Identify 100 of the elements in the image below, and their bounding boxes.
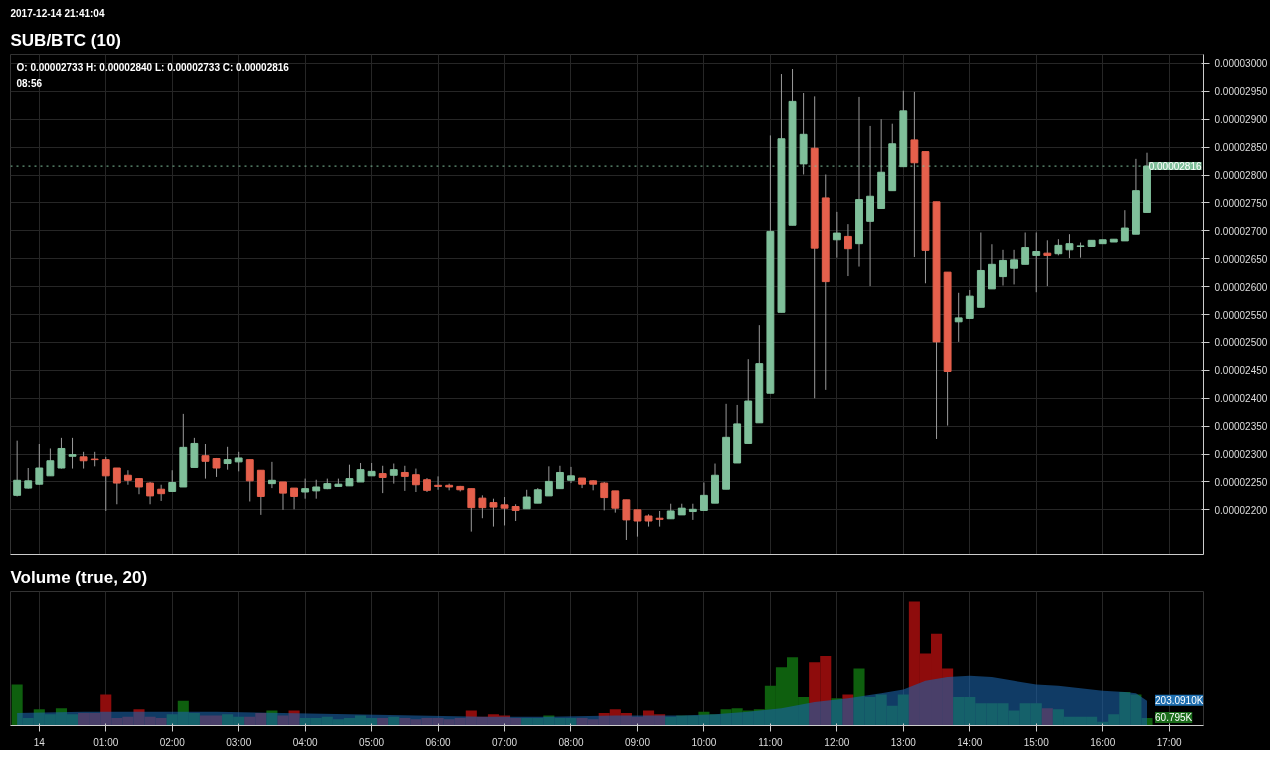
candlestick <box>356 462 365 483</box>
candlestick <box>699 482 708 511</box>
y-tick-label: 0.00002450 <box>1214 365 1268 377</box>
candlestick <box>832 211 841 259</box>
x-tick-label: 16:00 <box>1090 736 1116 748</box>
candlestick <box>999 249 1007 287</box>
candlestick <box>301 478 310 500</box>
x-tick-label: 17:00 <box>1156 736 1183 748</box>
x-tick-label: 03:00 <box>226 736 252 748</box>
candlestick <box>567 466 575 484</box>
candlestick <box>1010 249 1019 285</box>
candlestick <box>965 289 974 319</box>
x-tick-label: 12:00 <box>824 736 850 748</box>
x-tick-label: 07:00 <box>492 736 518 748</box>
bar <box>831 698 843 726</box>
y-tick-label: 0.00002900 <box>1214 114 1268 126</box>
y-tick-label: 0.00002800 <box>1214 170 1268 182</box>
candlestick <box>622 499 631 541</box>
x-tick-label: 11:00 <box>758 736 783 748</box>
y-tick-label: 0.00002400 <box>1214 393 1268 405</box>
ref-line-label: 0.00002816 <box>1148 161 1202 173</box>
x-tick-label: 01:00 <box>93 736 119 748</box>
candlestick <box>46 447 55 477</box>
chart-subtitle: 2017-12-14 21:41:04 <box>10 7 105 19</box>
y-tick-label: 0.00002850 <box>1214 142 1268 154</box>
y-tick-label: 0.00002250 <box>1214 476 1268 488</box>
chart-title: Volume (true, 20) <box>10 567 148 587</box>
candlestick <box>190 437 199 468</box>
candlestick <box>843 223 852 277</box>
y-tick-label: 0.00002200 <box>1214 504 1268 516</box>
candlestick <box>611 490 620 514</box>
candlestick <box>500 496 509 526</box>
candlestick <box>1043 239 1052 287</box>
x-tick-label: 13:00 <box>890 736 917 748</box>
candlestick <box>68 437 77 470</box>
x-tick-label: 04:00 <box>292 736 319 748</box>
candlestick <box>489 498 498 528</box>
candlestick <box>57 437 66 470</box>
candlestick <box>223 446 232 471</box>
x-tick-label: 10:00 <box>691 736 717 748</box>
candlestick <box>234 451 243 472</box>
candlestick <box>954 292 963 343</box>
candlestick <box>378 465 387 494</box>
candlestick <box>1021 232 1030 265</box>
x-tick-label: 02:00 <box>159 736 186 748</box>
bar <box>388 716 400 726</box>
candlestick <box>467 488 476 533</box>
candlestick <box>168 469 177 492</box>
y-tick-label: 0.00002950 <box>1214 86 1268 98</box>
candlestick <box>1120 209 1129 242</box>
x-tick-label: 15:00 <box>1023 736 1050 748</box>
x-tick-label: 06:00 <box>425 736 452 748</box>
annotation: 60.795K <box>1155 712 1193 724</box>
candlestick <box>434 475 443 491</box>
candlestick <box>312 479 321 500</box>
y-tick-label: 0.00002350 <box>1214 421 1268 433</box>
y-tick-label: 0.00002500 <box>1214 337 1268 349</box>
y-tick-label: 0.00002700 <box>1214 225 1268 237</box>
x-tick-label: 08:00 <box>558 736 584 748</box>
y-tick-label: 0.00002300 <box>1214 449 1268 461</box>
x-tick-label: 05:00 <box>359 736 385 748</box>
candlestick <box>400 465 409 492</box>
bar <box>377 718 389 726</box>
candlestick <box>290 487 299 510</box>
annotation: 203.0910K <box>1155 694 1204 706</box>
candlestick <box>245 459 254 502</box>
y-tick-label: 0.00002650 <box>1214 253 1268 265</box>
candlestick <box>112 467 121 505</box>
candlestick <box>201 443 210 480</box>
candlestick <box>1032 232 1041 293</box>
x-tick-label: 09:00 <box>624 736 651 748</box>
bar <box>266 710 278 726</box>
candlestick <box>478 494 487 519</box>
candlestick <box>522 489 531 510</box>
candlestick <box>389 463 398 485</box>
candlestick <box>1065 233 1074 259</box>
x-tick-label: 14:00 <box>957 736 983 748</box>
candlestick <box>279 481 287 511</box>
candlestick <box>13 440 22 497</box>
annotation: 08:56 <box>16 77 43 89</box>
candlestick <box>600 481 609 511</box>
bar <box>842 694 854 726</box>
bar <box>1041 708 1053 726</box>
chart-title: SUB/BTC (10) <box>10 30 122 50</box>
candlestick <box>910 91 919 258</box>
candlestick <box>157 484 166 502</box>
candlestick <box>101 456 110 512</box>
y-tick-label: 0.00003000 <box>1214 58 1268 70</box>
y-tick-label: 0.00002550 <box>1214 309 1268 321</box>
annotation: O: 0.00002733 H: 0.00002840 L: 0.00002733 C: 0.00002816 <box>16 61 290 73</box>
y-tick-label: 0.00002750 <box>1214 197 1268 209</box>
candlestick <box>411 468 420 493</box>
candlestick <box>544 465 553 497</box>
candlestick <box>633 509 642 538</box>
x-tick-label: 14 <box>33 736 46 748</box>
candlestick <box>345 464 354 487</box>
candlestick <box>35 443 44 486</box>
y-tick-label: 0.00002600 <box>1214 281 1268 293</box>
candlestick <box>123 469 132 486</box>
candlestick <box>267 461 276 489</box>
